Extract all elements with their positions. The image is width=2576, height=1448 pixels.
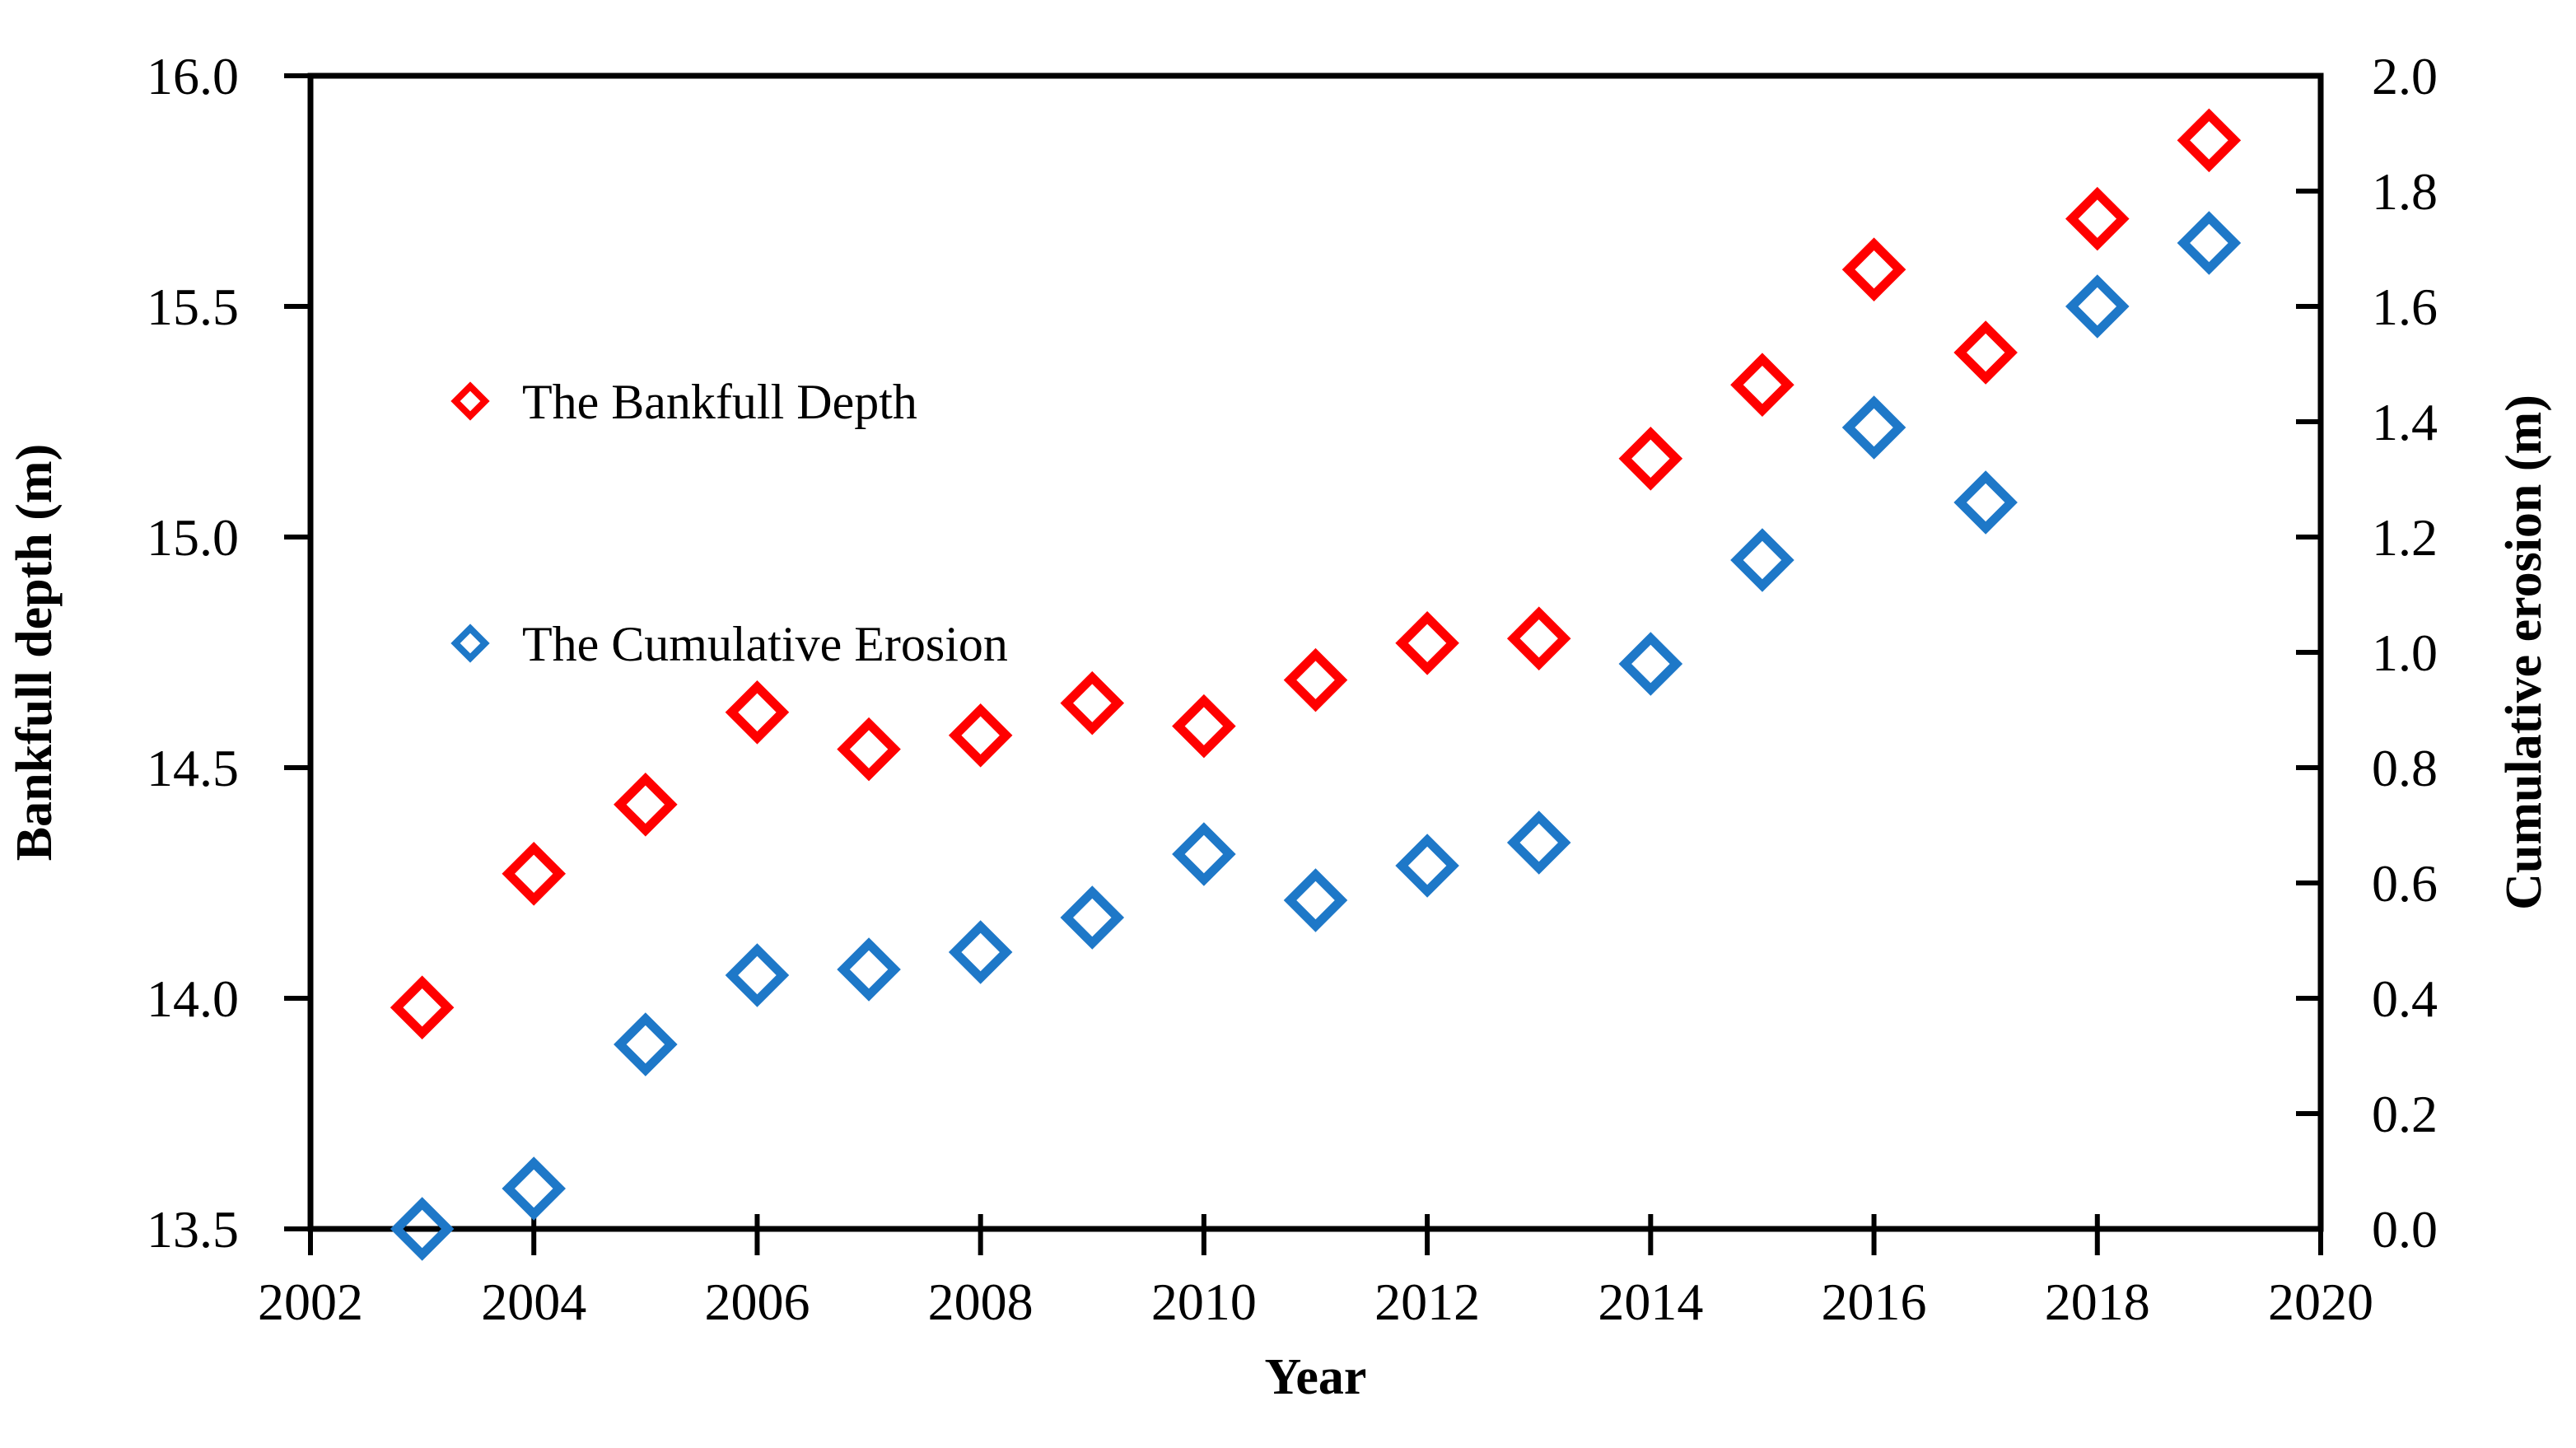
x-tick-label: 2018 (2045, 1273, 2150, 1331)
y-right-tick-label: 1.0 (2372, 624, 2438, 682)
cumulative-erosion-marker (1618, 632, 1683, 696)
diamond-icon (450, 624, 490, 663)
y-left-tick-label: 16.0 (147, 47, 239, 105)
bankfull-depth-marker (2065, 186, 2130, 251)
x-tick-label: 2014 (1598, 1273, 1703, 1331)
y-right-tick-label: 0.2 (2372, 1085, 2438, 1143)
bankfull-depth-marker (1506, 606, 1571, 670)
bankfull-depth-marker (1283, 647, 1348, 712)
cumulative-erosion-marker (725, 943, 790, 1007)
bankfull-depth-marker (1060, 670, 1125, 736)
x-tick-label: 2020 (2268, 1273, 2373, 1331)
legend-label: The Cumulative Erosion (522, 617, 1008, 671)
cumulative-erosion-marker (1730, 528, 1794, 592)
y-right-tick-label: 2.0 (2372, 47, 2438, 105)
y-axis-left (284, 73, 310, 1231)
cumulative-erosion-marker (1953, 470, 2018, 535)
y-left-tick-label: 14.5 (147, 739, 239, 797)
y-right-tick-label: 1.8 (2372, 162, 2438, 221)
y-right-tick-label: 0.8 (2372, 739, 2438, 797)
diamond-icon (450, 381, 490, 421)
y-right-tick-label: 1.2 (2372, 508, 2438, 567)
cumulative-erosion-marker (2065, 274, 2130, 339)
bankfull-depth-marker (1730, 353, 1794, 417)
y-right-tick-label: 0.0 (2372, 1200, 2438, 1259)
legend-item (450, 381, 490, 421)
series-cumulative-erosion (390, 211, 2242, 1261)
bankfull-depth-marker (1618, 427, 1683, 491)
cumulative-erosion-marker (502, 1156, 567, 1221)
bankfull-depth-marker (502, 842, 567, 906)
series-bankfull-depth (390, 108, 2242, 1039)
x-tick-label: 2016 (1822, 1273, 1927, 1331)
bankfull-depth-marker (725, 680, 790, 745)
y-right-tick-label: 1.4 (2372, 393, 2438, 451)
y-axis-right-title: Cumulative erosion (m) (2496, 395, 2552, 910)
bankfull-depth-marker (837, 717, 901, 782)
bankfull-depth-marker (1172, 694, 1236, 759)
x-axis (308, 1214, 2323, 1255)
y-left-tick-label: 15.0 (147, 508, 239, 567)
cumulative-erosion-marker (1283, 868, 1348, 932)
cumulative-erosion-marker (1060, 885, 1125, 950)
y-right-tick-label: 1.6 (2372, 278, 2438, 336)
y-right-tick-label: 0.4 (2372, 969, 2438, 1028)
y-left-tick-label: 15.5 (147, 278, 239, 336)
y-right-tick-label: 0.6 (2372, 854, 2438, 913)
x-tick-label: 2002 (258, 1273, 363, 1331)
cumulative-erosion-marker (948, 920, 1013, 984)
cumulative-erosion-marker (1172, 822, 1236, 886)
legend: The Bankfull Depth The Cumulative Erosion (450, 375, 1008, 671)
cumulative-erosion-marker (837, 937, 901, 1002)
cumulative-erosion-marker (1841, 395, 1906, 460)
cumulative-erosion-marker (614, 1012, 678, 1077)
bankfull-depth-marker (390, 975, 455, 1039)
x-tick-label: 2010 (1151, 1273, 1257, 1331)
cumulative-erosion-marker (1395, 834, 1459, 898)
bankfull-depth-marker (614, 773, 678, 837)
bankfull-depth-marker (2177, 108, 2242, 173)
y-left-tick-label: 13.5 (147, 1200, 239, 1259)
bankfull-depth-marker (1841, 237, 1906, 301)
x-axis-title: Year (1265, 1349, 1367, 1405)
legend-label: The Bankfull Depth (522, 375, 917, 429)
legend-item (450, 624, 490, 663)
x-tick-label: 2012 (1374, 1273, 1480, 1331)
y-axis-left-title: Bankfull depth (m) (7, 444, 63, 861)
bankfull-depth-marker (1953, 320, 2018, 385)
bankfull-depth-marker (948, 703, 1013, 768)
cumulative-erosion-marker (2177, 211, 2242, 275)
x-tick-label: 2006 (704, 1273, 810, 1331)
cumulative-erosion-marker (390, 1197, 455, 1261)
cumulative-erosion-marker (1506, 810, 1571, 875)
y-left-tick-label: 14.0 (147, 969, 239, 1028)
y-axis-right (2296, 73, 2321, 1231)
bankfull-depth-marker (1395, 611, 1459, 675)
x-tick-label: 2004 (481, 1273, 586, 1331)
x-tick-label: 2008 (928, 1273, 1034, 1331)
